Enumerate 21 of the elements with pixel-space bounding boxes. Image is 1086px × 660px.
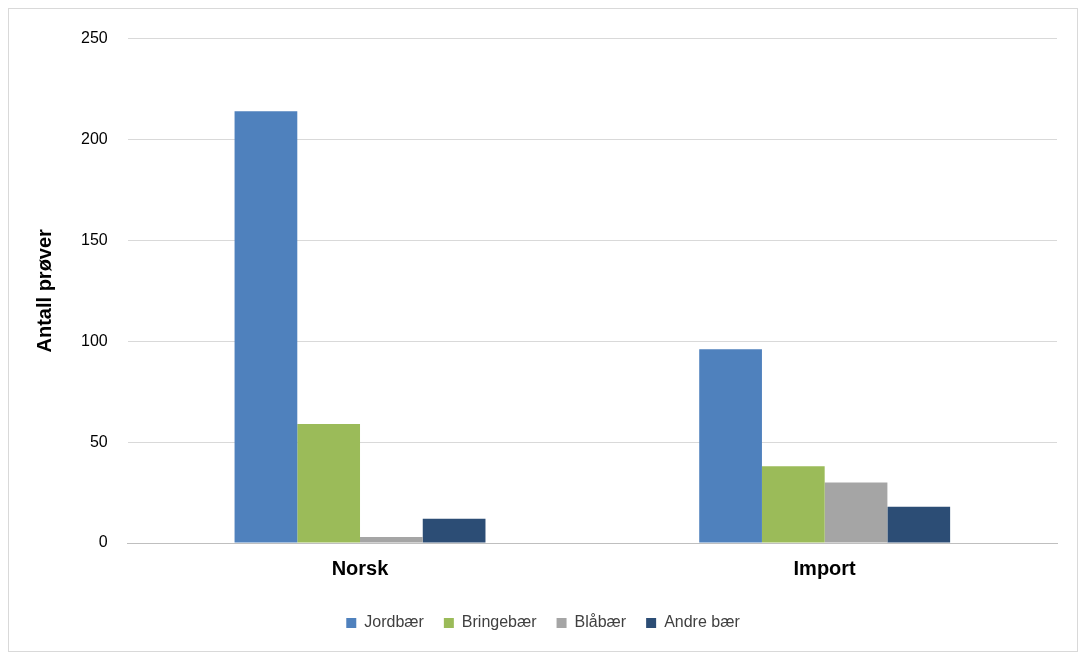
legend-label: Jordbær [364,613,425,631]
bar [887,506,951,543]
y-tick-label: 100 [80,331,108,349]
y-tick-label: 250 [80,29,108,47]
bar [422,518,486,543]
y-tick-label: 200 [80,129,108,147]
y-tick-label: 150 [80,230,108,248]
x-tick-label: Import [793,556,857,579]
bar [824,482,888,543]
bar [297,423,361,543]
bar [761,466,825,543]
bar [234,111,298,543]
legend-label: Bringebær [461,613,538,631]
legend-label: Blåbær [574,613,627,631]
y-axis-title: Antall prøver [32,228,55,353]
legend-label: Andre bær [664,613,741,631]
bar [699,349,762,543]
y-tick-label: 50 [89,432,108,450]
x-tick-label: Norsk [331,556,390,579]
y-tick-label: 0 [98,533,108,551]
bar [360,536,423,543]
